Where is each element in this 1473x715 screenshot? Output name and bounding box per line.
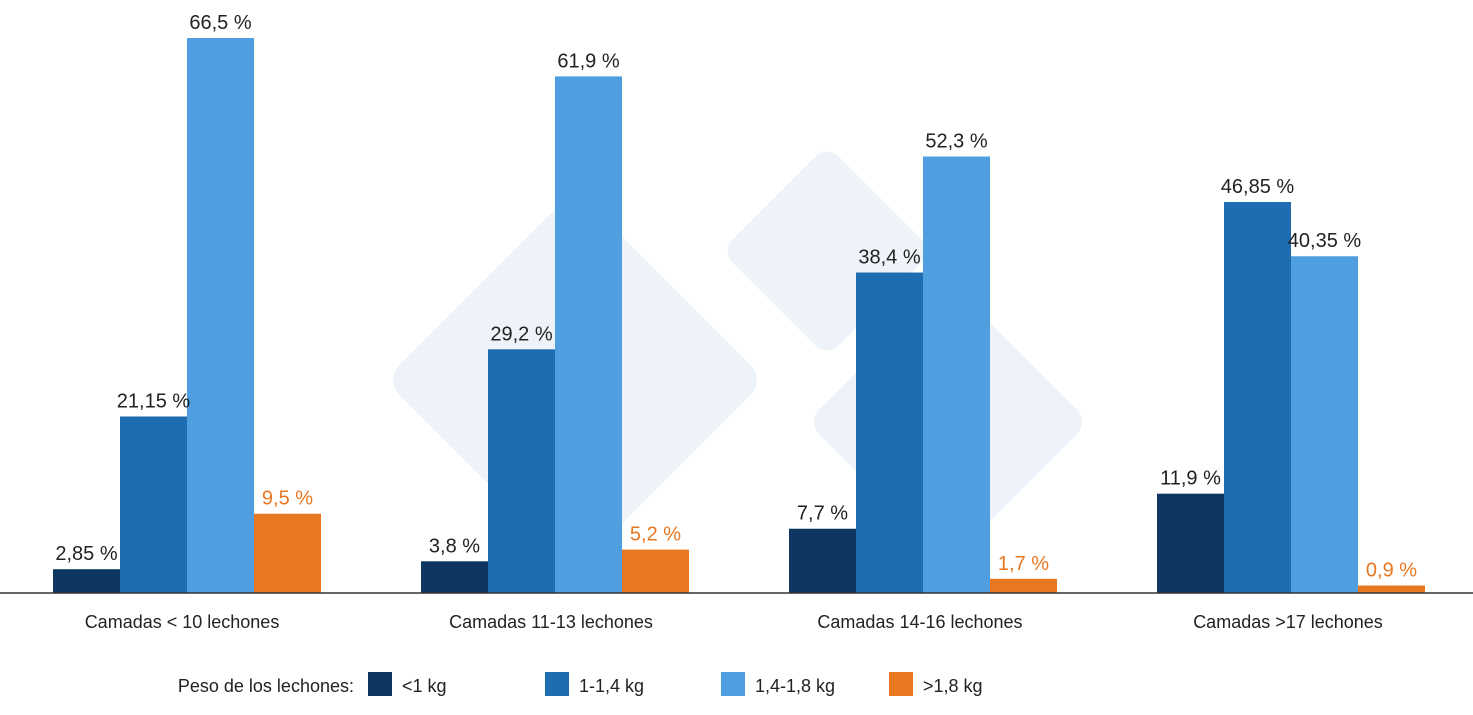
value-label-4-series-3: 40,35 % (1288, 230, 1362, 252)
legend-swatch-2 (545, 672, 569, 696)
legend-title: Peso de los lechones: (178, 676, 354, 696)
value-label-1-series-2: 21,15 % (117, 390, 191, 412)
bar-1-series-3 (187, 38, 254, 593)
bar-4-series-1 (1157, 493, 1224, 593)
bar-3-series-2 (856, 272, 923, 593)
value-label-1-series-3: 66,5 % (189, 12, 251, 34)
value-label-3-series-4: 1,7 % (998, 553, 1049, 575)
value-label-4-series-2: 46,85 % (1221, 176, 1295, 198)
value-label-3-series-3: 52,3 % (925, 131, 987, 153)
bar-4-series-3 (1291, 256, 1358, 593)
bar-2-series-3 (555, 76, 622, 593)
bar-4-series-4 (1358, 585, 1425, 593)
bar-4-series-2 (1224, 201, 1291, 593)
legend: Peso de los lechones: <1 kg 1-1,4 kg 1,4-1… (178, 672, 983, 696)
bar-2-series-1 (421, 561, 488, 593)
value-label-2-series-2: 29,2 % (490, 323, 552, 345)
category-label-1: Camadas < 10 lechones (85, 612, 280, 632)
value-label-3-series-2: 38,4 % (858, 247, 920, 269)
value-label-1-series-1: 2,85 % (55, 543, 117, 565)
category-label-3: Camadas 14-16 lechones (817, 612, 1022, 632)
bar-2-series-4 (622, 549, 689, 593)
legend-label-4: >1,8 kg (923, 676, 983, 696)
category-label-2: Camadas 11-13 lechones (449, 612, 653, 632)
value-label-4-series-1: 11,9 % (1160, 468, 1221, 490)
legend-swatch-1 (368, 672, 392, 696)
bar-1-series-4 (254, 513, 321, 593)
value-label-2-series-4: 5,2 % (630, 524, 681, 546)
bar-3-series-1 (789, 528, 856, 593)
bar-1-series-1 (53, 569, 120, 593)
value-label-3-series-1: 7,7 % (797, 503, 848, 525)
bar-3-series-3 (923, 156, 990, 593)
legend-swatch-4 (889, 672, 913, 696)
category-labels-layer: Camadas < 10 lechones Camadas 11-13 lecho… (85, 612, 1383, 632)
bar-1-series-2 (120, 416, 187, 593)
value-labels-layer: 2,85 % 21,15 % 66,5 % 9,5 % 3,8 % 29,2 % 61,9 … (55, 12, 1417, 581)
bar-3-series-4 (990, 578, 1057, 593)
legend-label-3: 1,4-1,8 kg (755, 676, 835, 696)
value-label-2-series-3: 61,9 % (557, 50, 619, 72)
value-label-4-series-4: 0,9 % (1366, 559, 1417, 581)
legend-swatch-3 (721, 672, 745, 696)
value-label-1-series-4: 9,5 % (262, 488, 313, 510)
legend-label-1: <1 kg (402, 676, 447, 696)
category-label-4: Camadas >17 lechones (1193, 612, 1383, 632)
legend-label-2: 1-1,4 kg (579, 676, 644, 696)
bar-2-series-2 (488, 349, 555, 593)
value-label-2-series-1: 3,8 % (429, 535, 480, 557)
bars-layer (53, 38, 1425, 593)
